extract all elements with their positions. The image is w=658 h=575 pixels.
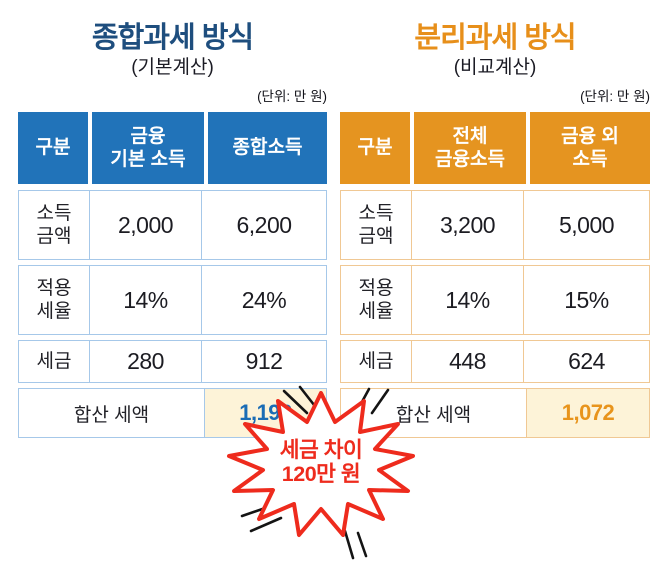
value-cell: 448: [411, 341, 523, 382]
table-row-income-amount: 소득 금액 2,000 6,200: [18, 190, 327, 260]
comprehensive-tax-panel: 종합과세 방식 (기본계산) (단위: 만 원) 구분 금융 기본 소득 종합소…: [18, 20, 327, 438]
footer-label: 합산 세액: [73, 404, 150, 426]
value-cell: 3,200: [411, 191, 523, 259]
unit-label-left: (단위: 만 원): [257, 89, 327, 104]
tax-difference-badge: 세금 차이 120만 원: [226, 391, 416, 539]
row-label: 소득 금액: [358, 202, 394, 247]
separate-panel-subtitle: (비교계산): [453, 57, 537, 78]
value-cell: 15%: [523, 266, 649, 334]
header-cell-non-financial-income: 금융 외 소득: [530, 112, 650, 184]
table-row-tax-rate: 적용 세율 14% 24%: [18, 265, 327, 335]
value-cell: 280: [89, 341, 201, 382]
row-label: 적용 세율: [358, 277, 394, 322]
table-row-tax: 세금 448 624: [340, 340, 650, 383]
unit-label-right: (단위: 만 원): [580, 89, 650, 104]
table-row-income-amount: 소득 금액 3,200 5,000: [340, 190, 650, 260]
tax-difference-text: 세금 차이 120만 원: [226, 391, 416, 487]
comprehensive-panel-subtitle: (기본계산): [131, 57, 214, 78]
value-cell: 24%: [201, 266, 326, 334]
comprehensive-tax-table: 구분 금융 기본 소득 종합소득 소득 금액 2,000 6,200 적용 세율…: [18, 112, 327, 438]
footer-label: 합산 세액: [395, 404, 472, 426]
tax-difference-line1: 세금 차이: [279, 438, 363, 462]
value-cell: 624: [523, 341, 649, 382]
header-cell-category: 구분: [18, 112, 88, 184]
table-header-row: 구분 금융 기본 소득 종합소득: [18, 112, 327, 184]
comprehensive-panel-title: 종합과세 방식: [91, 22, 254, 54]
table-row-tax: 세금 280 912: [18, 340, 327, 383]
separate-tax-panel: 분리과세 방식 (비교계산) (단위: 만 원) 구분 전체 금융소득 금융 외…: [340, 20, 650, 438]
header-cell-category: 구분: [340, 112, 410, 184]
table-row-tax-rate: 적용 세율 14% 15%: [340, 265, 650, 335]
value-cell: 5,000: [523, 191, 649, 259]
value-cell: 2,000: [89, 191, 201, 259]
separate-panel-title: 분리과세 방식: [414, 22, 576, 54]
row-label: 세금: [36, 350, 72, 372]
value-cell: 14%: [89, 266, 201, 334]
row-label: 소득 금액: [36, 202, 72, 247]
table-header-row: 구분 전체 금융소득 금융 외 소득: [340, 112, 650, 184]
row-label: 적용 세율: [36, 277, 72, 322]
starburst-icon: [227, 391, 415, 537]
row-label: 세금: [358, 350, 394, 372]
header-cell-financial-base-income: 금융 기본 소득: [92, 112, 204, 184]
footer-total-value: 1,072: [526, 389, 649, 437]
tax-difference-line2: 120만 원: [281, 462, 361, 487]
header-cell-total-financial-income: 전체 금융소득: [414, 112, 526, 184]
value-cell: 912: [201, 341, 326, 382]
separate-tax-table: 구분 전체 금융소득 금융 외 소득 소득 금액 3,200 5,000 적용 …: [340, 112, 650, 438]
value-cell: 6,200: [201, 191, 326, 259]
value-cell: 14%: [411, 266, 523, 334]
header-cell-total-income: 종합소득: [208, 112, 327, 184]
